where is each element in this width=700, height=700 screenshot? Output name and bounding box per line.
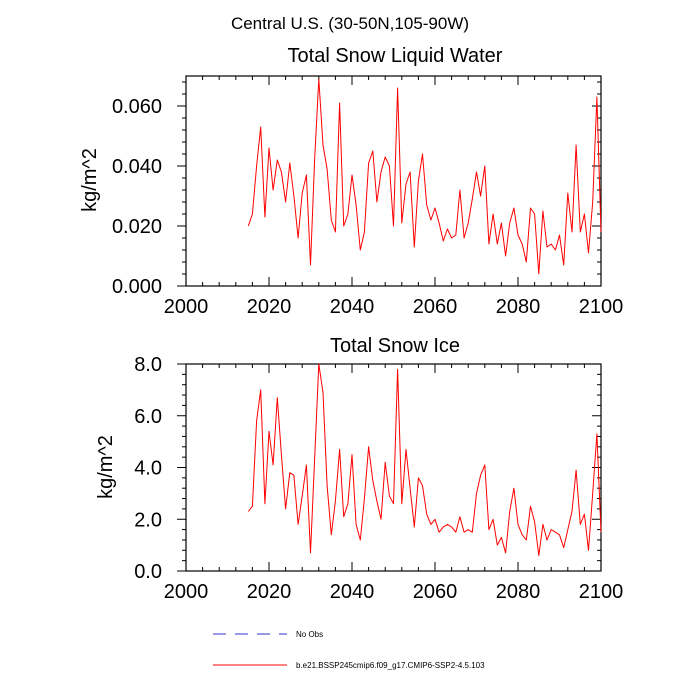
y-tick-label: 2.0 [134,509,162,531]
legend-label-no-obs: No Obs [296,630,323,639]
y-tick-label: 0.060 [112,96,162,118]
y-tick-label: 0.000 [112,276,162,298]
x-tick-label: 2020 [247,581,292,603]
series-line [248,79,601,274]
legend: No Obs b.e21.BSSP245cmip6.f09_g17.CMIP6-… [213,630,485,670]
series-line [248,364,601,556]
y-axis-label: kg/m^2 [95,435,117,499]
x-tick-label: 2000 [164,296,209,318]
x-tick-label: 2100 [579,296,624,318]
x-tick-label: 2100 [579,581,624,603]
x-tick-label: 2000 [164,581,209,603]
y-tick-label: 8.0 [134,354,162,376]
chart-canvas: Central U.S. (30-50N,105-90W) Total Snow… [0,0,700,700]
panel-snow-liquid-water: Total Snow Liquid Water kg/m^2 2000 2020 2… [79,45,623,318]
panel-title: Total Snow Liquid Water [288,45,503,67]
plot-frame [186,76,601,286]
x-tick-label: 2020 [247,296,292,318]
y-tick-label: 0.020 [112,216,162,238]
figure-suptitle: Central U.S. (30-50N,105-90W) [231,14,469,33]
x-tick-label: 2080 [496,296,541,318]
y-tick-label: 0.040 [112,156,162,178]
x-tick-label: 2060 [413,581,458,603]
x-tick-label: 2040 [330,296,375,318]
y-tick-label: 6.0 [134,406,162,428]
panel-snow-ice: Total Snow Ice kg/m^2 2000 2020 2040 2060 20… [95,335,623,603]
x-tick-label: 2040 [330,581,375,603]
x-tick-label: 2080 [496,581,541,603]
y-axis-label: kg/m^2 [79,148,101,212]
plot-frame [186,364,601,571]
y-tick-label: 0.0 [134,561,162,583]
panel-title: Total Snow Ice [330,335,460,357]
y-tick-label: 4.0 [134,458,162,480]
x-tick-label: 2060 [413,296,458,318]
legend-label-model-run: b.e21.BSSP245cmip6.f09_g17.CMIP6-SSP2-4.… [296,661,485,670]
